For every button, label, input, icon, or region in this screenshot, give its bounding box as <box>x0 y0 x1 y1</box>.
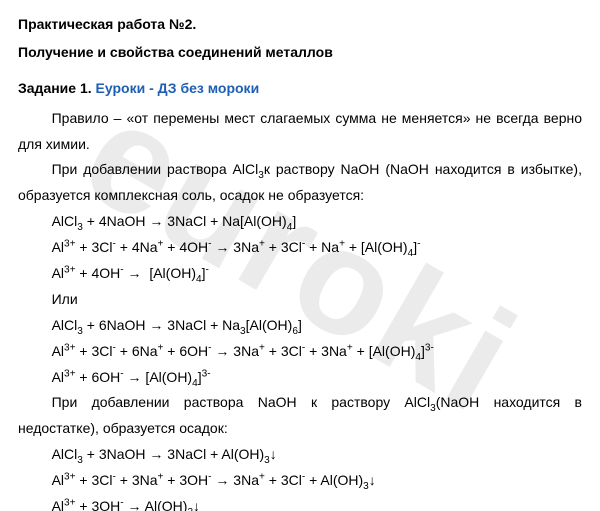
equation: Al3+ + 3OH- → Al(OH)3↓ <box>18 494 582 511</box>
task-source-link[interactable]: Еуроки - ДЗ без мороки <box>96 80 260 96</box>
task-heading: Задание 1. Еуроки - ДЗ без мороки <box>18 76 582 102</box>
equation: AlCl3 + 6NaOH → 3NaCl + Na3[Al(OH)6] <box>18 313 582 339</box>
equation: Al3+ + 4OH- → [Al(OH)4]- <box>18 261 582 287</box>
equation: Al3+ + 6OH- → [Al(OH)4]3- <box>18 365 582 391</box>
paragraph: Правило – «от перемены мест слагаемых су… <box>18 106 582 158</box>
page-subtitle: Получение и свойства соединений металлов <box>18 40 582 66</box>
equation: Al3+ + 3Cl- + 4Na+ + 4OH- → 3Na+ + 3Cl- … <box>18 235 582 261</box>
page-title: Практическая работа №2. <box>18 12 582 38</box>
paragraph: При добавлении раствора NaOH к раствору … <box>18 390 582 442</box>
paragraph: Или <box>18 287 582 313</box>
document-page: euroki Практическая работа №2. Получение… <box>0 0 600 511</box>
task-label: Задание 1. <box>18 80 92 96</box>
equation: Al3+ + 3Cl- + 3Na+ + 3OH- → 3Na+ + 3Cl- … <box>18 468 582 494</box>
equation: Al3+ + 3Cl- + 6Na+ + 6OH- → 3Na+ + 3Cl- … <box>18 339 582 365</box>
equation: AlCl3 + 4NaOH → 3NaCl + Na[Al(OH)4] <box>18 209 582 235</box>
equation: AlCl3 + 3NaOH → 3NaCl + Al(OH)3↓ <box>18 442 582 468</box>
paragraph: При добавлении раствора AlCl3к раствору … <box>18 157 582 209</box>
